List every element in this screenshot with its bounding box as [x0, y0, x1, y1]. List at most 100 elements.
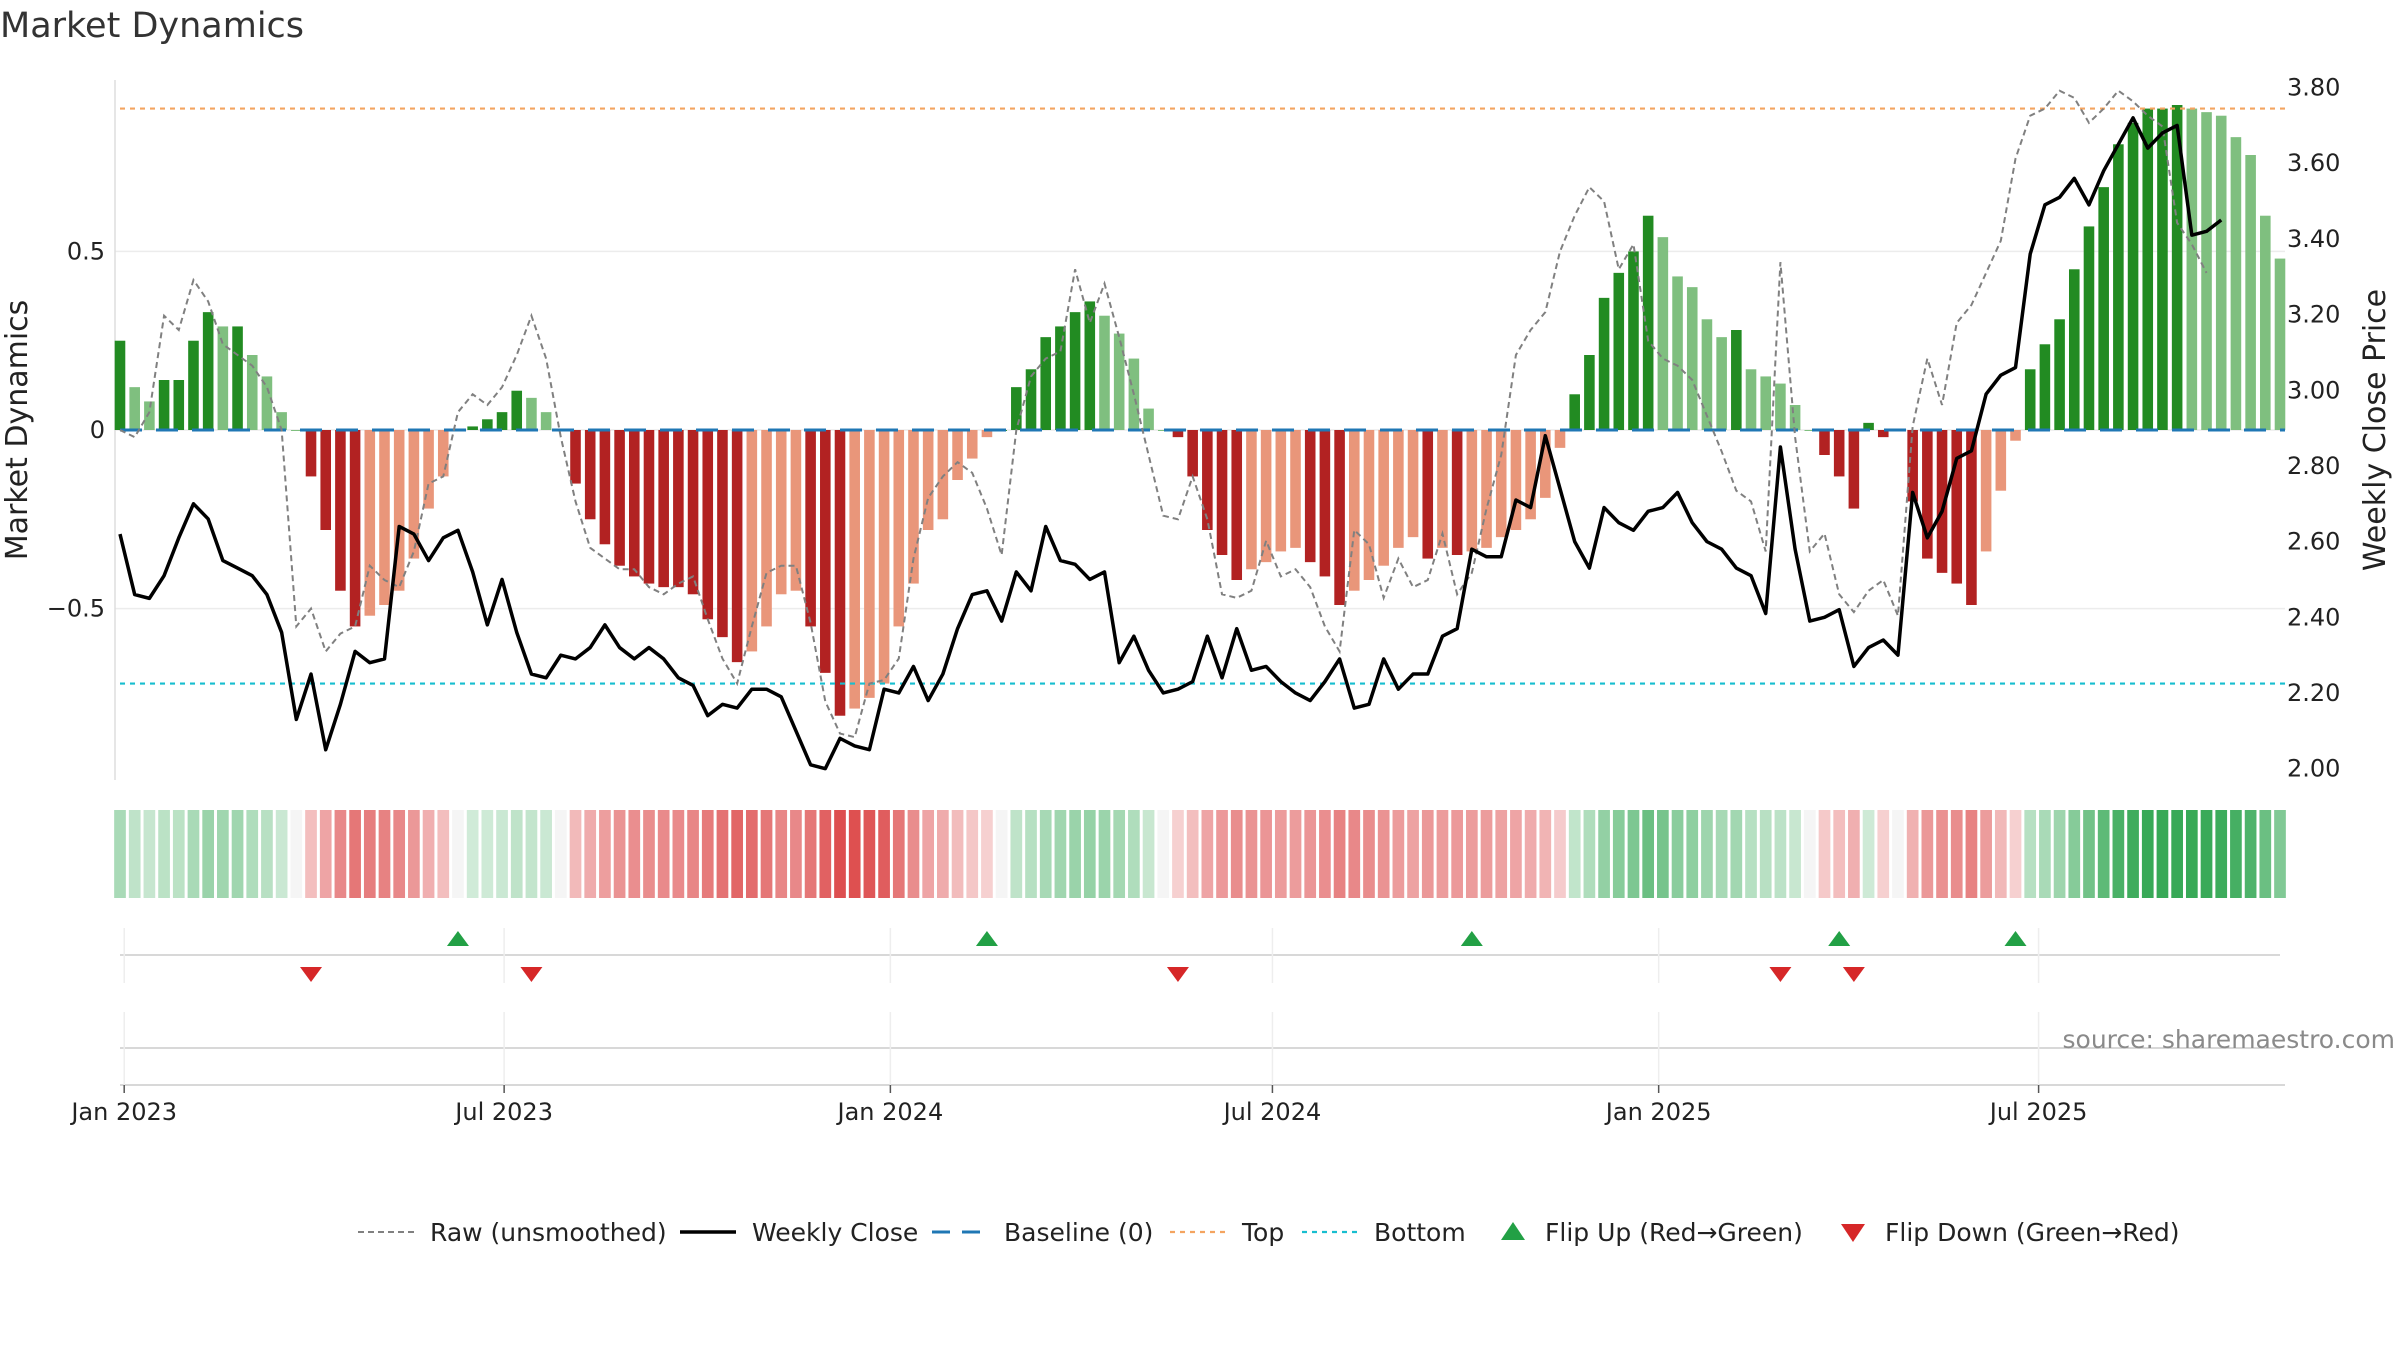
dynamics-bar — [144, 401, 155, 430]
legend-item: Flip Down (Green→Red) — [1841, 1218, 2180, 1247]
dynamics-bar — [1099, 315, 1110, 430]
heat-strip-cell — [290, 810, 303, 898]
heat-strip-cell — [995, 810, 1008, 898]
dynamics-bar — [305, 430, 317, 477]
dynamics-bar — [173, 380, 185, 430]
dynamics-bar — [114, 340, 126, 430]
heat-strip-cell — [437, 810, 450, 898]
dynamics-bar — [643, 430, 655, 584]
x-tick-label: Jan 2025 — [1604, 1098, 1712, 1126]
dynamics-bar — [1275, 430, 1287, 552]
dynamics-bar — [1672, 276, 1683, 430]
heat-strip-cell — [1892, 810, 1904, 898]
heat-strip-cell — [114, 810, 126, 898]
heat-strip-cell — [951, 810, 964, 898]
dynamics-bar — [1686, 287, 1698, 430]
heat-strip-cell — [1230, 810, 1243, 898]
dynamics-bar — [408, 430, 420, 559]
dynamics-bar — [1510, 430, 1522, 530]
dynamics-bar — [217, 326, 229, 430]
dynamics-bar — [2142, 108, 2154, 431]
legend-label: Flip Down (Green→Red) — [1885, 1218, 2180, 1247]
heat-strip-cell — [2156, 810, 2169, 898]
heat-strip-cell — [628, 810, 641, 898]
heat-strip-cell — [1921, 810, 1934, 898]
heat-strip-cell — [187, 810, 200, 898]
heat-strip-cell — [2039, 810, 2051, 898]
dynamics-bar — [1804, 430, 1816, 431]
heat-strip-cell — [1480, 810, 1493, 898]
dynamics-bar — [276, 412, 287, 430]
dynamics-bar — [335, 430, 346, 591]
heat-strip-cell — [1465, 810, 1478, 898]
y-tick-label-right: 3.60 — [2287, 149, 2340, 177]
x-tick-label: Jan 2023 — [69, 1098, 177, 1126]
heat-strip-cell — [1730, 810, 1743, 898]
heat-strip-cell — [1583, 810, 1596, 898]
dynamics-bar — [878, 430, 890, 684]
heat-strip-cell — [1333, 810, 1346, 898]
heat-strip-cell — [863, 810, 876, 898]
dynamics-bar — [1848, 430, 1860, 509]
heat-strip-cell — [804, 810, 817, 898]
dynamics-bar — [437, 430, 449, 477]
heat-strip-cell — [2230, 810, 2242, 898]
dynamics-bar — [1187, 430, 1198, 477]
dynamics-bar — [1642, 215, 1654, 430]
dynamics-bar — [1863, 422, 1874, 430]
dynamics-bar — [1569, 394, 1580, 430]
heat-strip-cell — [1833, 810, 1846, 898]
heat-strip-cell — [1113, 810, 1126, 898]
legend-item: Flip Up (Red→Green) — [1501, 1218, 1803, 1247]
heat-strip-cell — [2215, 810, 2228, 898]
heat-strip-cell — [775, 810, 788, 898]
heat-strip-cell — [275, 810, 288, 898]
dynamics-bar — [202, 312, 214, 430]
heat-strip-cell — [1789, 810, 1801, 898]
dynamics-bar — [1202, 430, 1213, 530]
dynamics-bar — [349, 430, 361, 627]
dynamics-bar — [482, 419, 493, 430]
heat-strip-cell — [1524, 810, 1537, 898]
heat-strip-cell — [1216, 810, 1228, 898]
heat-strip-cell — [1510, 810, 1522, 898]
heat-strip-cell — [1260, 810, 1272, 898]
heat-strip-cell — [2200, 810, 2213, 898]
dynamics-bar — [937, 430, 949, 520]
dynamics-bar — [717, 430, 728, 638]
dynamics-bar — [1407, 430, 1419, 538]
heat-strip-cell — [1392, 810, 1405, 898]
dynamics-bar — [834, 430, 846, 716]
weekly-close-line — [118, 116, 2223, 771]
heat-strip-cell — [1568, 810, 1581, 898]
heat-strip-cell — [1289, 810, 1302, 898]
heat-strip-cell — [2097, 810, 2110, 898]
dynamics-bar — [1216, 430, 1228, 555]
dynamics-bar — [496, 412, 508, 430]
dynamics-bar — [423, 430, 434, 509]
dynamics-bar — [1304, 430, 1316, 563]
dynamics-bar — [1025, 369, 1037, 430]
flip-down-marker — [1769, 967, 1792, 982]
heat-strip-cell — [452, 810, 464, 898]
heat-strip-cell — [261, 810, 273, 898]
heat-strip-cell — [1612, 810, 1625, 898]
dynamics-bar — [1378, 430, 1389, 566]
dynamics-bar — [540, 412, 552, 430]
legend-item: Top — [1170, 1218, 1284, 1247]
dynamics-bar — [614, 430, 625, 566]
heat-strip-cell — [834, 810, 846, 898]
legend-label: Raw (unsmoothed) — [430, 1218, 667, 1247]
dynamics-bar — [467, 426, 478, 430]
dynamics-bar — [1613, 272, 1625, 430]
dynamics-bar — [908, 430, 919, 584]
heat-strip-cell — [2171, 810, 2183, 898]
heat-strip-cell — [378, 810, 391, 898]
dynamics-bar — [1260, 430, 1272, 563]
dynamics-bar — [1143, 408, 1154, 430]
heat-strip-cell — [1186, 810, 1199, 898]
heat-strip-cell — [1759, 810, 1772, 898]
heat-strip-cell — [496, 810, 508, 898]
y-tick-label-right: 3.00 — [2287, 376, 2340, 404]
dynamics-bar — [2157, 108, 2168, 431]
